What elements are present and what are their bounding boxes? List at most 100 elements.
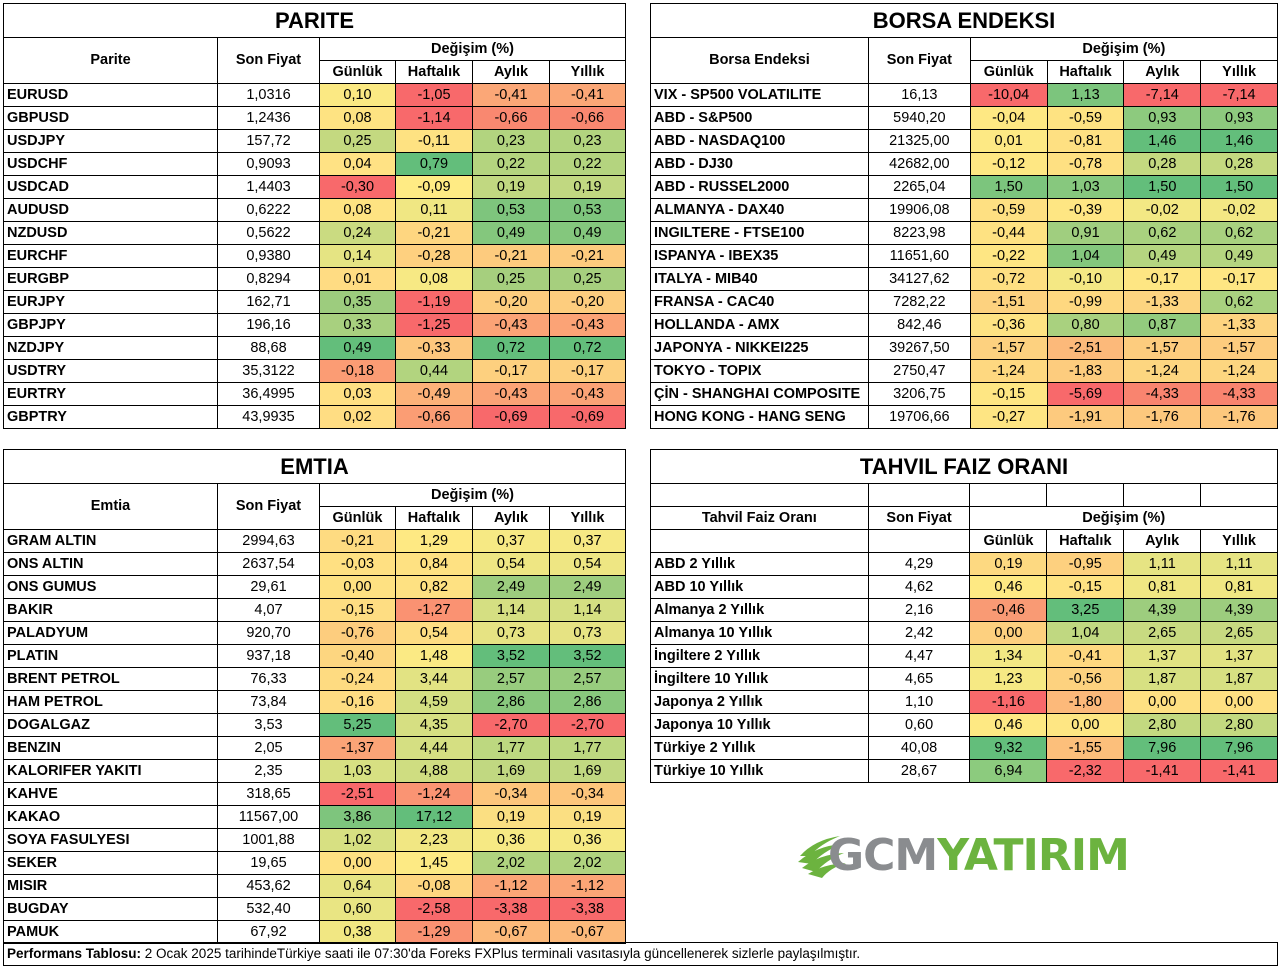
change-weekly: 0,11 <box>395 198 473 222</box>
instrument-name: NZDJPY <box>3 336 218 360</box>
emtia-title: EMTIA <box>3 449 626 484</box>
table-row: BAKIR 4,07 -0,15 -1,27 1,14 1,14 <box>3 598 626 622</box>
change-monthly: -0,17 <box>1123 267 1202 291</box>
table-row: Türkiye 10 Yıllık 28,67 6,94 -2,32 -1,41 -1,4… <box>650 759 1278 783</box>
last-price: 21325,00 <box>867 129 971 153</box>
column-header-name: Parite <box>3 37 218 84</box>
column-header-name: Emtia <box>3 483 218 530</box>
change-yearly: -0,67 <box>549 920 626 944</box>
change-yearly: 2,49 <box>549 575 626 599</box>
change-daily: -2,51 <box>319 782 396 806</box>
change-yearly: 0,72 <box>549 336 626 360</box>
change-weekly: 4,44 <box>395 736 473 760</box>
change-monthly: 7,96 <box>1123 736 1202 760</box>
table-row: AUDUSD 0,6222 0,08 0,11 0,53 0,53 <box>3 198 626 222</box>
change-daily: -0,24 <box>319 667 396 691</box>
change-yearly: 4,39 <box>1200 598 1278 622</box>
last-price: 2,16 <box>867 598 971 622</box>
table-row: INGILTERE - FTSE100 8223,98 -0,44 0,91 0,62 0… <box>650 221 1278 245</box>
change-daily: 0,08 <box>319 198 396 222</box>
instrument-name: USDCAD <box>3 175 218 199</box>
change-monthly: 1,46 <box>1123 129 1202 153</box>
instrument-name: BUGDAY <box>3 897 218 921</box>
parite-table: PARITE Parite Son Fiyat Değişim (%) Günlük Ha… <box>3 3 626 453</box>
change-weekly: 0,08 <box>395 267 473 291</box>
change-yearly: 1,77 <box>549 736 626 760</box>
table-row: BRENT PETROL 76,33 -0,24 3,44 2,57 2,57 <box>3 667 626 691</box>
last-price: 0,9380 <box>217 244 320 268</box>
instrument-name: USDTRY <box>3 359 218 383</box>
column-header-price: Son Fiyat <box>867 506 971 530</box>
change-weekly: -2,58 <box>395 897 473 921</box>
change-weekly: -0,95 <box>1046 552 1125 576</box>
last-price: 162,71 <box>217 290 320 314</box>
table-row: USDCHF 0,9093 0,04 0,79 0,22 0,22 <box>3 152 626 176</box>
change-daily: -1,51 <box>969 290 1048 314</box>
change-daily: 0,64 <box>319 874 396 898</box>
change-yearly: 1,69 <box>549 759 626 783</box>
logo-gcm-text: GCM <box>828 830 938 881</box>
change-yearly: -0,41 <box>549 83 626 107</box>
last-price: 157,72 <box>217 129 320 153</box>
change-yearly: 2,86 <box>549 690 626 714</box>
table-row: JAPONYA - NIKKEI225 39267,50 -1,57 -2,51 -1,… <box>650 336 1278 360</box>
change-monthly: -1,41 <box>1123 759 1202 783</box>
column-header-aylik: Aylık <box>472 506 550 530</box>
change-daily: 0,02 <box>319 405 396 429</box>
change-monthly: 1,14 <box>472 598 550 622</box>
change-yearly: 0,25 <box>549 267 626 291</box>
tahvil-title: TAHVIL FAIZ ORANI <box>650 449 1278 484</box>
change-weekly: -1,24 <box>395 782 473 806</box>
table-row: NZDJPY 88,68 0,49 -0,33 0,72 0,72 <box>3 336 626 360</box>
table-row: KALORIFER YAKITI 2,35 1,03 4,88 1,69 1,69 <box>3 759 626 783</box>
change-daily: -0,22 <box>969 244 1048 268</box>
table-row: SEKER 19,65 0,00 1,45 2,02 2,02 <box>3 851 626 875</box>
change-yearly: -0,43 <box>549 313 626 337</box>
change-yearly: 3,52 <box>549 644 626 668</box>
table-row: Almanya 10 Yıllık 2,42 0,00 1,04 2,65 2,65 <box>650 621 1278 645</box>
instrument-name: ONS ALTIN <box>3 552 218 576</box>
table-row: ABD 2 Yıllık 4,29 0,19 -0,95 1,11 1,11 <box>650 552 1278 576</box>
change-yearly: 0,23 <box>549 129 626 153</box>
column-header-haftalik: Haftalık <box>395 506 473 530</box>
instrument-name: PALADYUM <box>3 621 218 645</box>
last-price: 1001,88 <box>217 828 320 852</box>
change-weekly: -0,09 <box>395 175 473 199</box>
change-weekly: 1,29 <box>395 529 473 553</box>
change-weekly: 17,12 <box>395 805 473 829</box>
change-monthly: 0,93 <box>1123 106 1202 130</box>
change-yearly: -7,14 <box>1200 83 1278 107</box>
instrument-name: DOGALGAZ <box>3 713 218 737</box>
last-price: 937,18 <box>217 644 320 668</box>
instrument-name: EURCHF <box>3 244 218 268</box>
last-price: 43,9935 <box>217 405 320 429</box>
last-price: 29,61 <box>217 575 320 599</box>
table-row: USDCAD 1,4403 -0,30 -0,09 0,19 0,19 <box>3 175 626 199</box>
change-monthly: -0,02 <box>1123 198 1202 222</box>
change-daily: -0,04 <box>969 106 1048 130</box>
table-row: ABD 10 Yıllık 4,62 0,46 -0,15 0,81 0,81 <box>650 575 1278 599</box>
last-price: 19,65 <box>217 851 320 875</box>
change-yearly: 0,28 <box>1200 152 1278 176</box>
change-weekly: 0,80 <box>1046 313 1125 337</box>
change-weekly: -2,51 <box>1046 336 1125 360</box>
instrument-name: ABD - S&P500 <box>650 106 869 130</box>
change-monthly: 0,73 <box>472 621 550 645</box>
last-price: 453,62 <box>217 874 320 898</box>
table-row: Almanya 2 Yıllık 2,16 -0,46 3,25 4,39 4,39 <box>650 598 1278 622</box>
column-header-price: Son Fiyat <box>217 483 320 530</box>
last-price: 1,4403 <box>217 175 320 199</box>
change-daily: -1,57 <box>969 336 1048 360</box>
change-weekly: 1,04 <box>1046 244 1125 268</box>
change-monthly: 0,87 <box>1123 313 1202 337</box>
change-weekly: -0,59 <box>1046 106 1125 130</box>
parite-table-block: PARITE Parite Son Fiyat Değişim (%) Günlük Ha… <box>3 3 626 453</box>
change-yearly: -1,12 <box>549 874 626 898</box>
column-header-gunluk: Günlük <box>969 60 1048 84</box>
instrument-name: Türkiye 10 Yıllık <box>650 759 869 783</box>
table-row: İngiltere 10 Yıllık 4,65 1,23 -0,56 1,87 1,87 <box>650 667 1278 691</box>
change-weekly: -0,41 <box>1046 644 1125 668</box>
instrument-name: İngiltere 2 Yıllık <box>650 644 869 668</box>
change-yearly: 0,19 <box>549 805 626 829</box>
column-header-aylik: Aylık <box>1123 60 1202 84</box>
